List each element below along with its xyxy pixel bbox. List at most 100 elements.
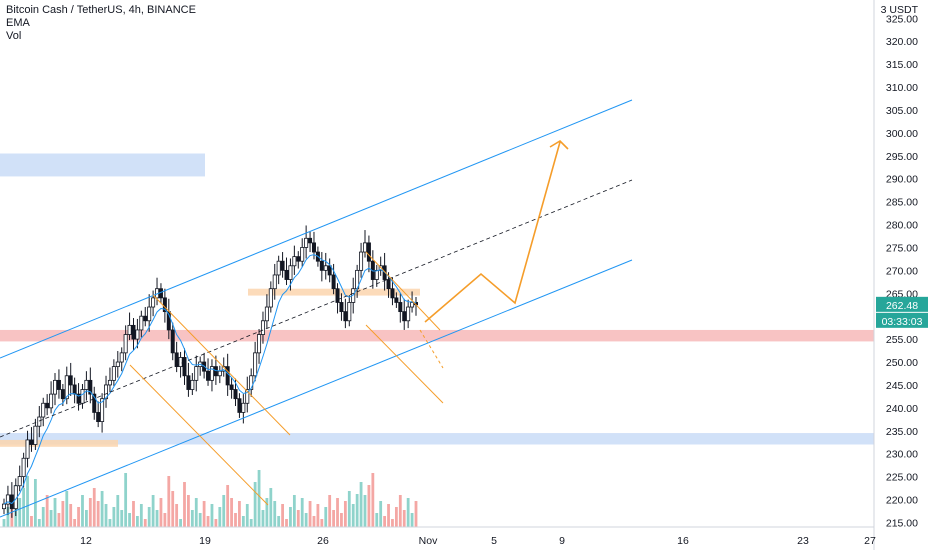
candle[interactable] xyxy=(64,375,69,400)
blue-bottom-zone[interactable] xyxy=(0,433,874,445)
candle[interactable] xyxy=(406,306,411,322)
candle[interactable] xyxy=(241,402,246,413)
candle[interactable] xyxy=(209,366,214,381)
candle[interactable] xyxy=(135,329,140,340)
candle[interactable] xyxy=(308,237,313,244)
candle[interactable] xyxy=(41,402,46,418)
candle[interactable] xyxy=(147,306,152,322)
orange-flag-line-upper[interactable] xyxy=(152,294,291,436)
candle[interactable] xyxy=(60,389,65,400)
candle[interactable] xyxy=(49,393,54,409)
candle[interactable] xyxy=(398,302,403,313)
orange-flag-line-lower[interactable] xyxy=(129,364,269,506)
orange-wedge-line-lower[interactable] xyxy=(365,324,444,404)
candle[interactable] xyxy=(233,389,238,400)
candle[interactable] xyxy=(29,439,34,445)
candle[interactable] xyxy=(410,302,415,308)
candle[interactable] xyxy=(386,279,391,290)
candle[interactable] xyxy=(190,379,195,390)
candle[interactable] xyxy=(206,370,211,381)
channel-lower-line[interactable] xyxy=(0,259,633,518)
candle[interactable] xyxy=(76,393,81,404)
candle[interactable] xyxy=(257,334,262,354)
candle[interactable] xyxy=(45,402,50,409)
candle[interactable] xyxy=(111,366,116,381)
candle[interactable] xyxy=(304,237,309,248)
candle[interactable] xyxy=(56,379,61,390)
candle[interactable] xyxy=(237,398,242,413)
candle[interactable] xyxy=(182,357,187,377)
channel-upper-line[interactable] xyxy=(0,99,633,359)
candle[interactable] xyxy=(33,425,38,445)
candle[interactable] xyxy=(5,494,10,505)
symbol-title[interactable]: Bitcoin Cash / TetherUS, 4h, BINANCE xyxy=(6,4,196,16)
candle[interactable] xyxy=(272,274,277,290)
candle[interactable] xyxy=(343,311,348,322)
time-axis[interactable]: 12 19 26 Nov 5 9 16 23 27 xyxy=(80,535,876,547)
candle[interactable] xyxy=(366,242,371,262)
candle[interactable] xyxy=(331,274,336,290)
candle[interactable] xyxy=(88,379,93,395)
candle[interactable] xyxy=(374,269,379,280)
candle[interactable] xyxy=(100,398,105,422)
candle[interactable] xyxy=(162,297,167,313)
candle[interactable] xyxy=(194,366,199,381)
last-price-tag[interactable] xyxy=(876,296,928,312)
candle[interactable] xyxy=(72,384,77,395)
candle[interactable] xyxy=(80,389,85,404)
candle[interactable] xyxy=(260,320,265,335)
candle[interactable] xyxy=(229,384,234,390)
candle[interactable] xyxy=(96,412,101,423)
currency-label[interactable]: 3 USDT xyxy=(881,4,919,16)
candle[interactable] xyxy=(288,265,293,280)
candle[interactable] xyxy=(92,393,97,413)
candle[interactable] xyxy=(327,265,332,276)
candle[interactable] xyxy=(178,357,183,368)
candle[interactable] xyxy=(139,315,144,331)
candle[interactable] xyxy=(280,260,285,271)
candle[interactable] xyxy=(311,242,316,253)
candle[interactable] xyxy=(359,251,364,271)
candle[interactable] xyxy=(127,324,132,335)
candle[interactable] xyxy=(339,302,344,313)
candle[interactable] xyxy=(394,297,399,303)
candle[interactable] xyxy=(53,379,58,395)
candle[interactable] xyxy=(253,352,258,377)
candle[interactable] xyxy=(300,247,305,262)
candle[interactable] xyxy=(347,302,352,322)
orange-low-zone[interactable] xyxy=(0,439,118,447)
ema-indicator-label[interactable]: EMA xyxy=(6,17,30,29)
candle[interactable] xyxy=(225,366,230,386)
countdown-tag[interactable] xyxy=(876,312,928,328)
candle[interactable] xyxy=(264,306,269,322)
candle[interactable] xyxy=(21,457,26,477)
candle[interactable] xyxy=(151,297,156,308)
candle[interactable] xyxy=(119,352,124,363)
candle[interactable] xyxy=(296,256,301,262)
blue-top-zone[interactable] xyxy=(0,153,205,177)
candle[interactable] xyxy=(217,370,222,377)
red-support-zone[interactable] xyxy=(0,329,874,342)
candle[interactable] xyxy=(25,439,30,459)
candle[interactable] xyxy=(170,329,175,354)
candle[interactable] xyxy=(268,288,273,308)
candle[interactable] xyxy=(68,375,73,386)
candle[interactable] xyxy=(37,416,42,427)
candle[interactable] xyxy=(115,361,120,368)
candle[interactable] xyxy=(213,366,218,377)
candle[interactable] xyxy=(292,256,297,267)
candle[interactable] xyxy=(131,324,136,340)
candle[interactable] xyxy=(123,334,128,354)
candle[interactable] xyxy=(143,315,148,322)
candle[interactable] xyxy=(104,384,109,400)
candle[interactable] xyxy=(390,288,395,299)
candle[interactable] xyxy=(245,389,250,404)
candle[interactable] xyxy=(284,269,289,280)
candle[interactable] xyxy=(335,288,340,303)
candle[interactable] xyxy=(276,260,281,276)
orange-wedge-line-upper[interactable] xyxy=(365,251,441,331)
candle[interactable] xyxy=(17,476,22,487)
candle[interactable] xyxy=(249,375,254,390)
